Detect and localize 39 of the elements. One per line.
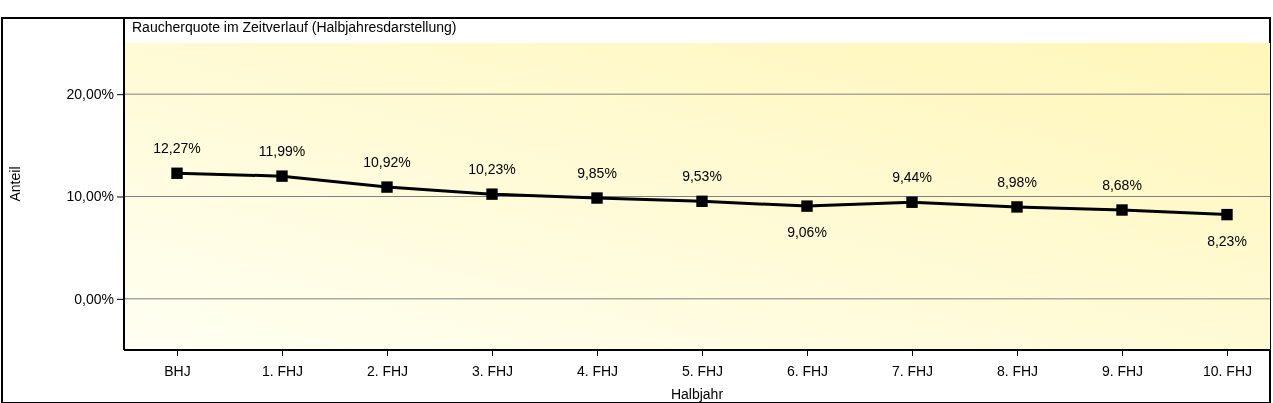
chart-title: Raucherquote im Zeitverlauf (Halbjahresdarstellung)	[132, 19, 457, 35]
point	[486, 188, 498, 200]
point	[1116, 204, 1128, 216]
x-tick-label: 10. FHJ	[1202, 362, 1253, 379]
y-tick-label: 0,00%	[74, 290, 114, 307]
data-label: 11,99%	[258, 143, 306, 160]
x-axis-title: Halbjahr	[670, 386, 724, 402]
data-label: 9,53%	[682, 168, 722, 185]
x-tick-label: BHJ	[164, 362, 191, 379]
x-tick-label: 6. FHJ	[786, 362, 829, 379]
x-tick-label: 2. FHJ	[366, 362, 409, 379]
point	[171, 167, 183, 179]
data-label: 8,23%	[1207, 232, 1247, 249]
data-label: 9,44%	[892, 169, 932, 186]
x-tick-label: 5. FHJ	[681, 362, 724, 379]
data-label: 9,06%	[787, 224, 827, 241]
point	[276, 170, 288, 182]
x-tick-label: 8. FHJ	[996, 362, 1039, 379]
data-label: 8,98%	[997, 173, 1037, 190]
point	[1221, 208, 1233, 221]
point	[1011, 201, 1023, 213]
point	[591, 192, 603, 204]
x-tick-label: 7. FHJ	[891, 362, 934, 379]
x-tick-label: 1. FHJ	[261, 362, 304, 379]
y-tick-label: 10,00%	[66, 188, 114, 205]
x-tick-label: 9. FHJ	[1101, 362, 1144, 379]
data-label: 10,23%	[468, 161, 516, 178]
y-axis-title: Anteil	[7, 166, 23, 202]
data-label: 12,27%	[153, 140, 201, 157]
data-label: 8,68%	[1102, 177, 1142, 194]
point	[801, 200, 813, 212]
data-label: 9,85%	[577, 165, 617, 182]
y-tick-label: 20,00%	[66, 86, 114, 103]
point	[381, 181, 393, 193]
x-tick-label: 4. FHJ	[576, 362, 619, 379]
point	[696, 195, 708, 208]
x-tick-label: 3. FHJ	[471, 362, 514, 379]
data-label: 10,92%	[363, 154, 411, 171]
point	[906, 196, 918, 208]
